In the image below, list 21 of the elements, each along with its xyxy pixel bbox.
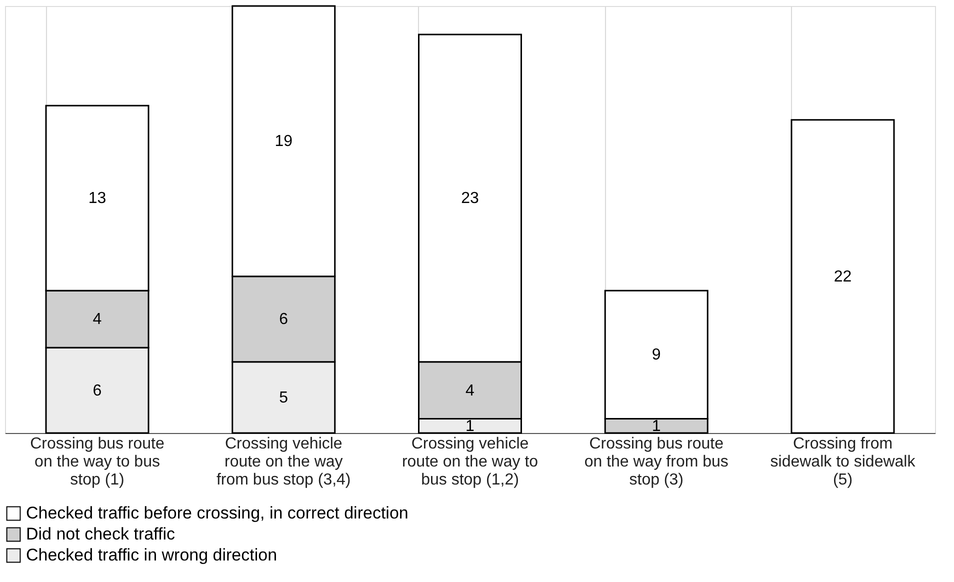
x-tick-label: Crossing vehicle route on the way from bus stop (3,4) — [216, 436, 351, 488]
bar — [790, 119, 895, 434]
data-label: 19 — [274, 133, 293, 150]
data-label: 22 — [834, 268, 852, 286]
data-label: 6 — [279, 311, 288, 328]
legend-label: Did not check traffic — [26, 524, 176, 544]
legend-label: Checked traffic before crossing, in correct direction — [26, 504, 408, 522]
data-label: 6 — [92, 382, 102, 400]
data-label: 5 — [279, 389, 288, 406]
data-label: 4 — [466, 382, 475, 400]
data-label: 4 — [92, 311, 102, 328]
data-label: 9 — [652, 346, 661, 364]
x-tick-label: Crossing vehicle route on the way to bus stop (1,2) — [402, 436, 538, 488]
data-label: 13 — [88, 190, 106, 208]
data-label: 1 — [652, 418, 661, 435]
x-tick-label: Crossing bus route on the way to bus stop (1) — [30, 436, 164, 488]
x-tick-label: Crossing bus route on the way from bus stop (3) — [584, 436, 728, 488]
data-label: 23 — [461, 190, 479, 208]
legend-label: Checked traffic in wrong direction — [26, 546, 278, 564]
x-tick-label: Crossing from sidewalk to sidewalk (5) — [770, 436, 916, 488]
data-label: 1 — [466, 418, 475, 435]
